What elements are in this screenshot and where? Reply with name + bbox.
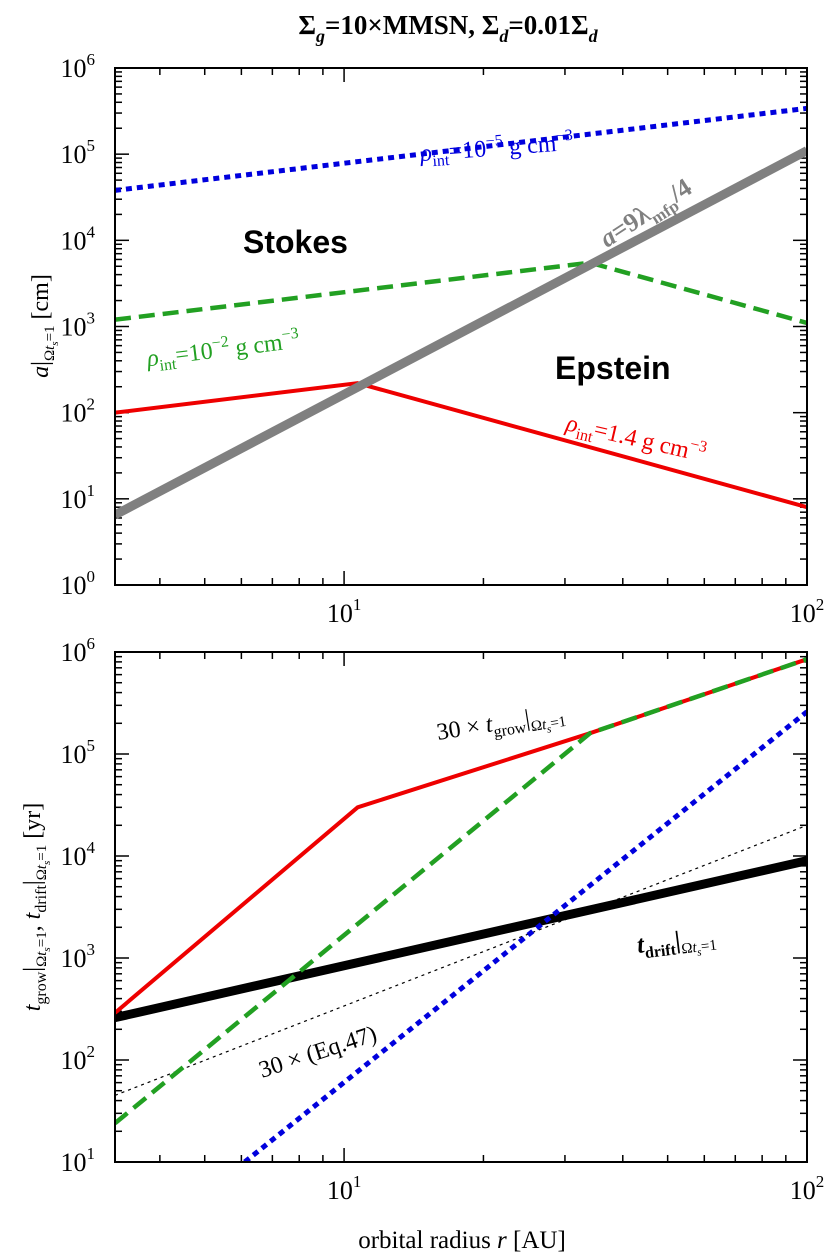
bottom-y-tick-label: 102 bbox=[61, 1042, 96, 1075]
bottom-x-tick-label: 101 bbox=[327, 1172, 362, 1205]
epstein-label: Epstein bbox=[555, 350, 671, 386]
top-tick-labels: 101 102 100 101 102 103 104 105 106 bbox=[61, 50, 825, 628]
bottom-series-2-line bbox=[243, 709, 807, 1162]
top-x-tick-label: 101 bbox=[327, 595, 362, 628]
top-y-tick-label: 102 bbox=[61, 395, 96, 428]
bottom-y-tick-label: 103 bbox=[61, 940, 96, 973]
bottom-y-tick-label: 104 bbox=[61, 838, 96, 871]
bottom-y-axis-label: tgrow|Ωts=1, tdrift|Ωts=1 [yr] bbox=[20, 803, 53, 1012]
top-y-tick-label: 103 bbox=[61, 309, 96, 342]
top-y-tick-label: 106 bbox=[61, 50, 96, 83]
top-y-axis-label: a|Ωts=1 [cm] bbox=[28, 274, 61, 378]
stokes-label: Stokes bbox=[243, 224, 348, 260]
bottom-y-tick-label: 106 bbox=[61, 634, 96, 667]
bottom-x-tick-label: 102 bbox=[790, 1172, 825, 1205]
top-y-tick-label: 100 bbox=[61, 567, 96, 600]
top-x-tick-label: 102 bbox=[790, 595, 825, 628]
bottom-plot-frame bbox=[114, 651, 808, 1163]
top-plot-frame bbox=[114, 67, 808, 586]
bottom-tick-labels: 101 102 101 102 103 104 105 106 bbox=[61, 634, 825, 1205]
tdrift-label: tdrift|Ωts=1 bbox=[635, 923, 718, 966]
top-y-tick-label: 101 bbox=[61, 481, 96, 514]
bottom-series-1-line bbox=[115, 856, 807, 1023]
bottom-panel: 101 102 101 102 103 104 105 106 tgrow|Ωts=1, td… bbox=[20, 634, 824, 1254]
bottom-series-4-line bbox=[115, 657, 807, 1125]
top-series-3-line bbox=[115, 146, 807, 519]
bottom-axis-ticks bbox=[115, 651, 807, 1163]
bottom-y-tick-label: 105 bbox=[61, 736, 96, 769]
top-y-tick-label: 105 bbox=[61, 136, 96, 169]
top-series-1-line bbox=[115, 260, 807, 326]
x-axis-label: orbital radius r [AU] bbox=[358, 1227, 566, 1254]
chart-title: Σg=10×MMSN, Σd=0.01Σd bbox=[298, 10, 598, 46]
bottom-y-tick-label: 101 bbox=[61, 1144, 96, 1177]
top-series bbox=[115, 105, 807, 519]
eq47-label: 30 × (Eq.47) bbox=[256, 1021, 380, 1083]
top-panel: 101 102 100 101 102 103 104 105 106 a|Ωts=1 [cm]… bbox=[28, 50, 824, 628]
top-y-tick-label: 104 bbox=[61, 222, 96, 255]
bottom-series bbox=[115, 657, 807, 1162]
red-rho-label: ρint=1.4 g cm−3 bbox=[562, 407, 709, 471]
green-rho-label: ρint=10−2 g cm−3 bbox=[144, 325, 301, 377]
blue-rho-label: ρint=10−5 g cm−3 bbox=[418, 127, 574, 171]
bottom-series-0-line bbox=[115, 824, 807, 1096]
